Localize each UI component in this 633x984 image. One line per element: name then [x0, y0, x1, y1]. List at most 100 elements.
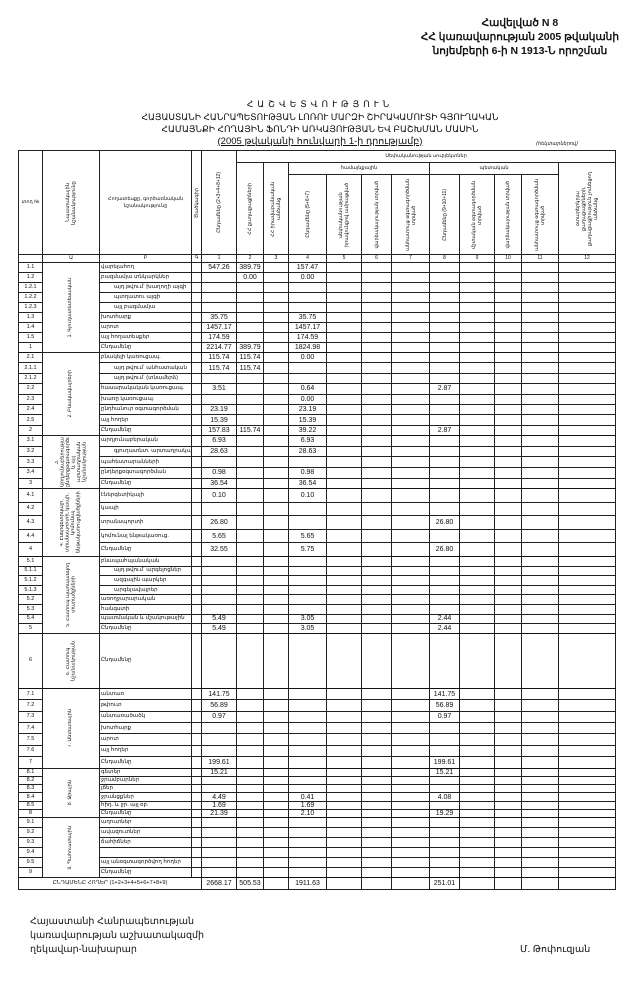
row-number: 4.2: [18, 501, 43, 517]
value-col-11: [521, 466, 559, 479]
code-cell: [191, 488, 202, 503]
table-row: 5.1.2 ազգային պարկեր: [18, 575, 617, 586]
value-col-5: [326, 800, 362, 811]
value-col-2: [236, 528, 264, 544]
table-row: 1.2.2 պտղատու այգի: [18, 292, 617, 303]
value-col-4: 0.00: [288, 393, 327, 405]
land-type-name: բնապահպանական: [99, 556, 192, 567]
value-col-9: [459, 594, 495, 606]
value-col-8: [429, 272, 460, 283]
value-col-11: [521, 332, 559, 343]
value-col-10: [494, 857, 522, 869]
table-row: 3.4 ընդերքօգտագործման 0.98 0.98: [18, 466, 617, 479]
value-col-12: [557, 528, 617, 544]
table-row: 5.2 առողջարարական: [18, 594, 617, 606]
land-type-name: ազգային պարկեր: [99, 575, 192, 586]
row-number: 3.4: [18, 466, 43, 479]
value-col-12: [557, 837, 617, 849]
value-col-11: [521, 847, 559, 859]
value-col-1: 26.80: [201, 515, 237, 530]
value-col-6: [361, 542, 392, 558]
header-land-type: Հողատեսքը, գործառնական նշանակությունը: [99, 150, 192, 255]
value-col-5: [326, 445, 362, 458]
value-col-9: [459, 542, 495, 558]
value-col-9: [459, 488, 495, 503]
value-col-3: [263, 613, 289, 625]
land-type-name: Ընդամենը: [99, 542, 192, 558]
value-col-10: [494, 542, 522, 558]
value-col-2: [236, 632, 264, 689]
value-col-4: 0.64: [288, 383, 327, 395]
value-col-8: [429, 775, 460, 786]
value-col-12: [557, 445, 617, 458]
value-col-6: [361, 613, 392, 625]
value-col-8: [429, 784, 460, 794]
value-col-12: [557, 565, 617, 577]
value-col-4: 1.69: [288, 800, 327, 811]
row-number: 2.3: [18, 393, 43, 405]
land-type-name: առողջարարական: [99, 594, 192, 606]
value-col-1: [201, 565, 237, 577]
value-col-10: [494, 312, 522, 323]
value-col-7: [391, 515, 430, 530]
table-row-subtotal: 4 Ընդամենը 32.55 5.75 26.80: [18, 542, 617, 558]
row-number: 9.4: [18, 847, 43, 859]
value-col-5: [326, 342, 362, 353]
value-col-10: [494, 710, 522, 724]
row-number: 5.1.1: [18, 565, 43, 577]
value-col-8: [429, 817, 460, 829]
value-col-4: 39.22: [288, 424, 327, 437]
value-col-5: [326, 565, 362, 577]
code-cell: [191, 282, 202, 293]
value-col-6: [361, 362, 392, 374]
value-col-12: [557, 312, 617, 323]
land-type-name: [99, 847, 192, 859]
value-col-8: [429, 292, 460, 303]
table-row-subtotal: 8 Ընդամենը 21.39 2.10 19.29: [18, 809, 617, 819]
row-number: 7.2: [18, 699, 43, 712]
value-col-8: 2.87: [429, 424, 460, 437]
table-row: 1.4 արոտ 1457.17 1457.17: [18, 322, 617, 333]
value-col-5: [326, 542, 362, 558]
value-col-11: [521, 312, 559, 323]
value-col-2: [236, 584, 264, 596]
value-col-8: [429, 435, 460, 447]
value-col-11: [521, 867, 559, 879]
value-col-9: [459, 721, 495, 735]
value-col-8: 2.87: [429, 383, 460, 395]
value-col-11: [521, 488, 559, 503]
value-col-7: [391, 800, 430, 811]
header-c7: անհատույց օգտագործման տրված: [391, 174, 430, 255]
header-c9: մշտական օգտագործման տրված: [459, 174, 495, 255]
value-col-2: [236, 332, 264, 343]
value-col-6: [361, 322, 392, 333]
land-type-name: հասարակական կառուցապ.: [99, 383, 192, 395]
row-number: 9.5: [18, 857, 43, 869]
table-header: տող № Նպատակային նշանակությունը Հողատեսք…: [18, 150, 617, 263]
value-col-10: [494, 528, 522, 544]
value-col-11: [521, 809, 559, 819]
value-col-10: [494, 767, 522, 777]
value-col-1: 56.89: [201, 699, 237, 712]
code-cell: [191, 414, 202, 426]
code-cell: [191, 466, 202, 479]
value-col-8: [429, 362, 460, 374]
value-col-2: [236, 292, 264, 303]
value-col-6: [361, 800, 392, 811]
value-col-4: [288, 362, 327, 374]
code-cell: [191, 262, 202, 273]
value-col-12: [557, 767, 617, 777]
land-type-name: գետեր: [99, 767, 192, 777]
value-col-7: [391, 383, 430, 395]
value-col-9: [459, 710, 495, 724]
code-cell: [191, 857, 202, 869]
value-col-9: [459, 699, 495, 712]
value-col-10: [494, 501, 522, 517]
value-col-2: [236, 383, 264, 395]
value-col-11: [521, 775, 559, 786]
value-col-8: [429, 827, 460, 839]
value-col-7: [391, 594, 430, 606]
value-col-5: [326, 488, 362, 503]
value-col-3: [263, 721, 289, 735]
grand-total-col-10: [494, 877, 522, 891]
